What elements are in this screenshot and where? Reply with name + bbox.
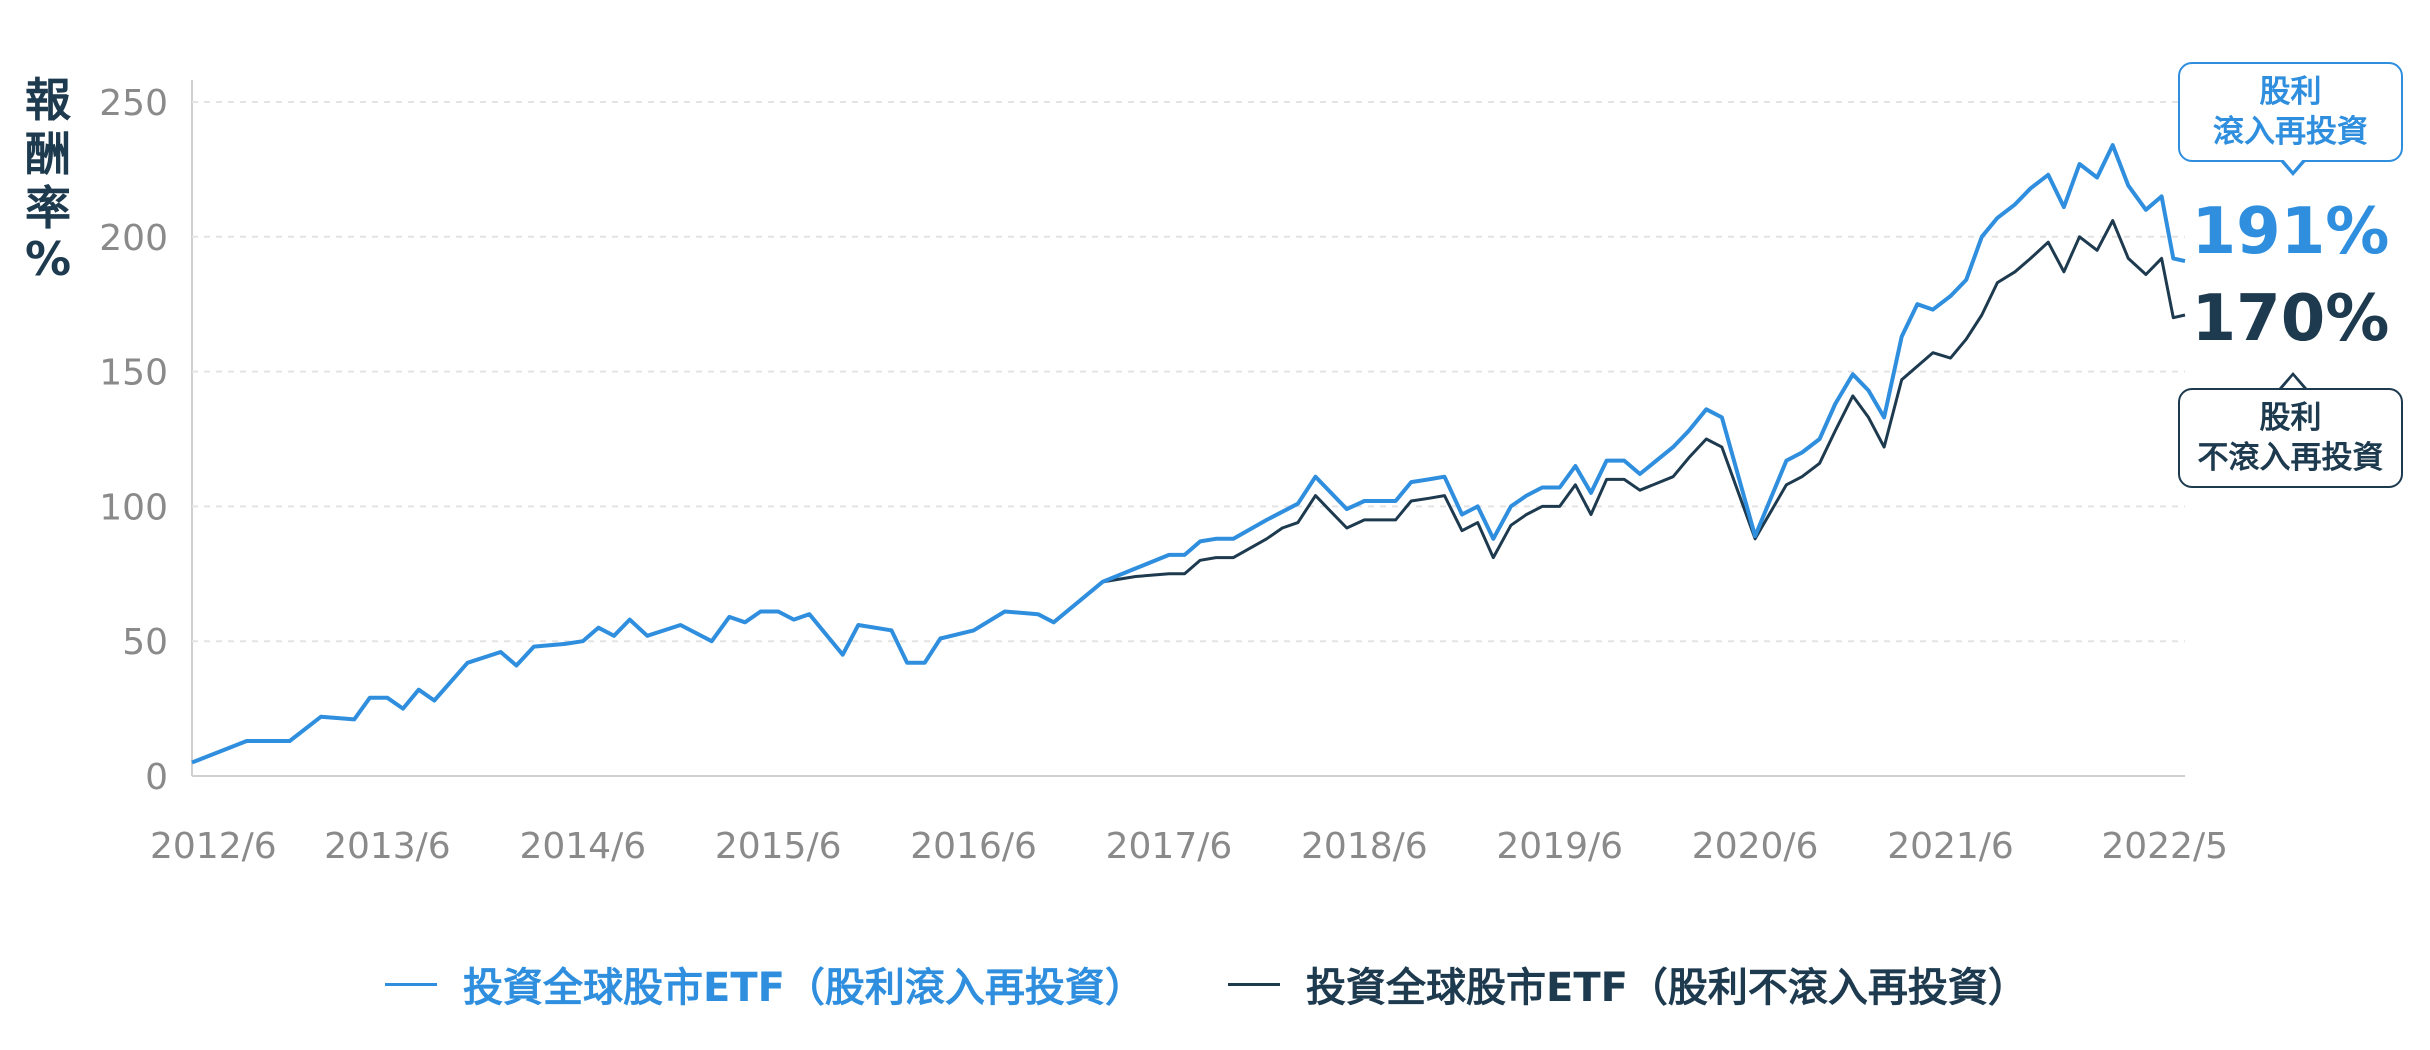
legend-label-no-reinvest: 投資全球股市ETF（股利不滾入再投資） bbox=[1306, 965, 2028, 1011]
y-tick-200: 200 bbox=[99, 218, 168, 259]
legend-label-reinvest: 投資全球股市ETF（股利滾入再投資） bbox=[463, 965, 1145, 1011]
x-tick-9: 2021/6 bbox=[1887, 826, 2014, 867]
callout-no-reinvest-line2: 不滾入再投資 bbox=[2197, 440, 2384, 476]
x-tick-4: 2016/6 bbox=[910, 826, 1037, 867]
callout-reinvest: 股利 滾入再投資 bbox=[2178, 62, 2403, 162]
x-tick-1: 2013/6 bbox=[324, 826, 451, 867]
x-tick-6: 2018/6 bbox=[1301, 826, 1428, 867]
callout-no-reinvest-pointer-inner bbox=[2282, 376, 2304, 389]
y-tick-250: 250 bbox=[99, 83, 168, 124]
series-lines bbox=[191, 143, 2186, 765]
y-tick-50: 50 bbox=[122, 622, 168, 663]
y-tick-labels: 0 50 100 150 200 250 bbox=[99, 83, 168, 798]
callout-no-reinvest-line1: 股利 bbox=[2259, 400, 2322, 436]
callout-reinvest-line1: 股利 bbox=[2259, 74, 2322, 110]
legend-swatch-no-reinvest bbox=[1228, 982, 1280, 986]
legend-item-reinvest: 投資全球股市ETF（股利滾入再投資） bbox=[385, 955, 1145, 1013]
series-line-reinvest bbox=[191, 143, 2186, 765]
y-tick-100: 100 bbox=[99, 487, 168, 528]
x-tick-8: 2020/6 bbox=[1692, 826, 1819, 867]
callout-reinvest-line2: 滾入再投資 bbox=[2213, 114, 2368, 150]
x-tick-0: 2012/6 bbox=[150, 826, 277, 867]
x-tick-10: 2022/5 bbox=[2101, 826, 2228, 867]
final-value-no-reinvest: 170% bbox=[2191, 282, 2390, 356]
grid-lines bbox=[191, 80, 2185, 777]
ylabel-char-2: 酬 bbox=[25, 127, 71, 181]
ylabel-char-1: 報 bbox=[25, 73, 71, 127]
x-tick-5: 2017/6 bbox=[1106, 826, 1233, 867]
callout-reinvest-pointer-inner bbox=[2282, 158, 2304, 171]
x-tick-2: 2014/6 bbox=[519, 826, 646, 867]
ylabel-char-3: 率 bbox=[25, 181, 71, 235]
y-tick-0: 0 bbox=[145, 757, 168, 798]
ylabel-char-4: % bbox=[24, 232, 72, 286]
legend-item-no-reinvest: 投資全球股市ETF（股利不滾入再投資） bbox=[1228, 955, 2028, 1013]
legend-swatch-reinvest bbox=[385, 982, 437, 986]
x-tick-labels: 2012/6 2013/6 2014/6 2015/6 2016/6 2017/6 2018… bbox=[150, 826, 2228, 867]
series-line-no-reinvest bbox=[1052, 219, 2186, 624]
x-tick-7: 2019/6 bbox=[1496, 826, 1623, 867]
final-value-reinvest: 191% bbox=[2191, 195, 2390, 269]
y-tick-150: 150 bbox=[99, 353, 168, 394]
x-tick-3: 2015/6 bbox=[715, 826, 842, 867]
callout-no-reinvest: 股利 不滾入再投資 bbox=[2178, 388, 2403, 488]
